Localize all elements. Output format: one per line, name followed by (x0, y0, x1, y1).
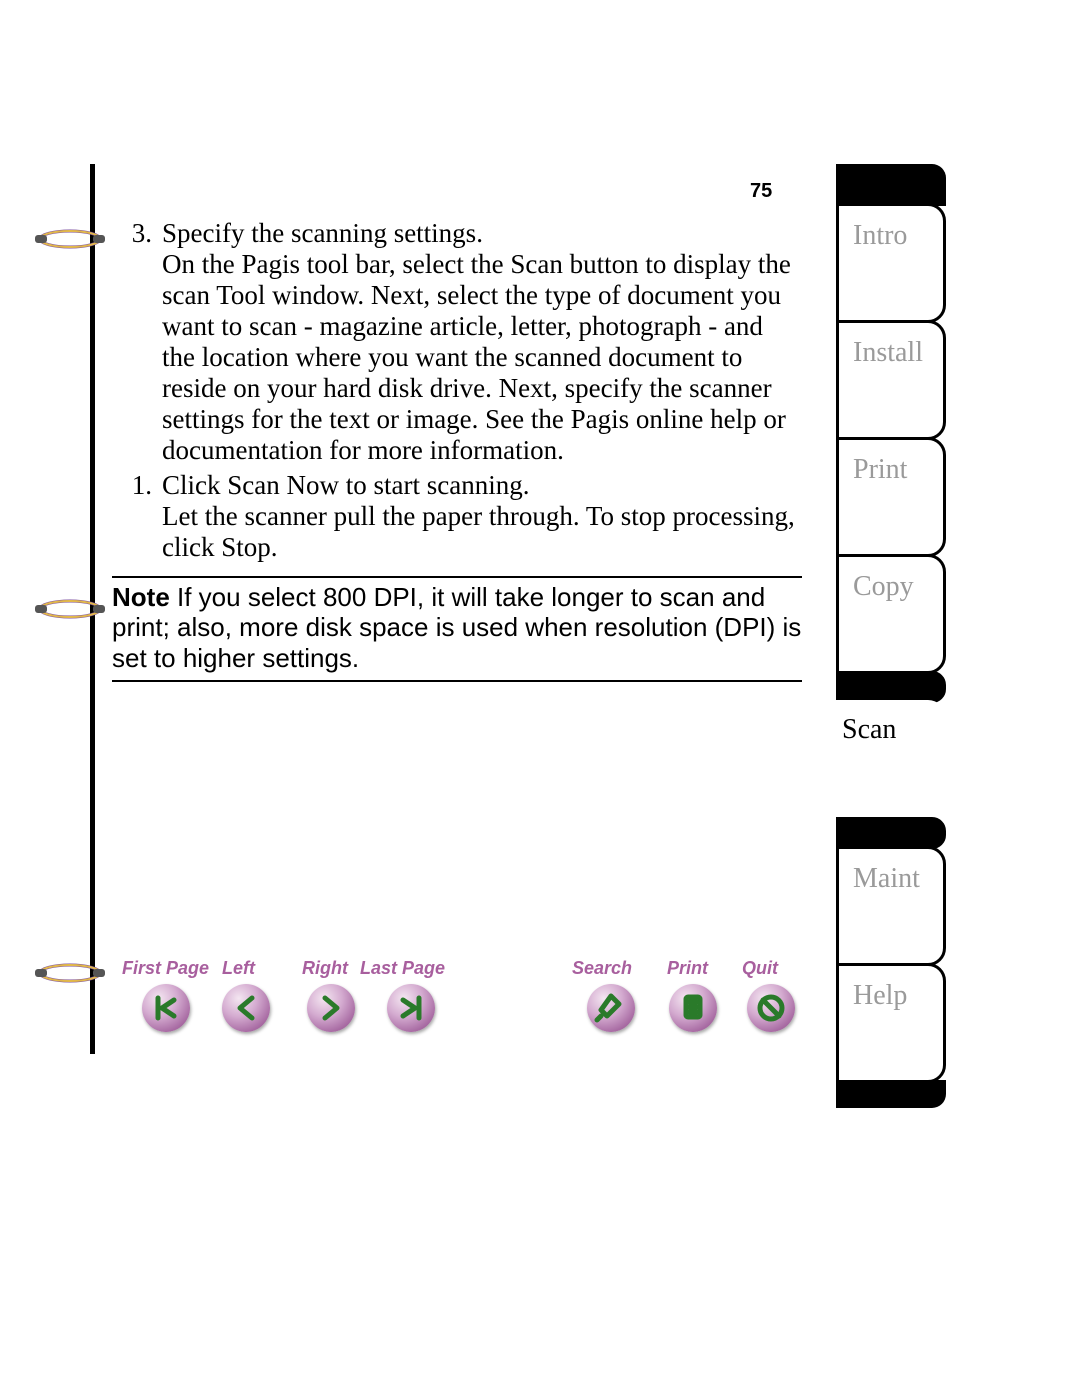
tab-label: Scan (842, 714, 896, 745)
tab-label: Help (853, 980, 907, 1011)
tab-label: Copy (853, 571, 914, 602)
item-lead: Click Scan Now to start scanning. (162, 470, 529, 500)
tab-maint[interactable]: Maint (836, 846, 946, 966)
item-text: Click Scan Now to start scanning. Let th… (162, 470, 802, 563)
manual-page: 75 3. Specify the scanning settings. On … (0, 0, 1080, 1397)
body-text: 3. Specify the scanning settings. On the… (112, 218, 802, 682)
item-body: On the Pagis tool bar, select the Scan b… (162, 249, 791, 465)
tab-copy[interactable]: Copy (836, 554, 946, 674)
note-block: Note If you select 800 DPI, it will take… (112, 576, 802, 682)
print-button[interactable] (669, 984, 717, 1032)
list-item: 1. Click Scan Now to start scanning. Let… (112, 470, 802, 563)
tabs-divider (836, 671, 946, 703)
tab-label: Intro (853, 220, 907, 251)
nav-label-left: Left (222, 958, 255, 979)
nav-label-quit: Quit (742, 958, 778, 979)
tab-label: Install (853, 337, 923, 368)
quit-button[interactable] (747, 984, 795, 1032)
prev-page-button[interactable] (222, 984, 270, 1032)
tab-help[interactable]: Help (836, 963, 946, 1083)
section-tabs: Intro Install Print Copy Scan Maint Help (836, 164, 946, 1108)
binder-ring (35, 228, 105, 250)
tabs-botcap (836, 1080, 946, 1108)
first-page-button[interactable] (142, 984, 190, 1032)
list-item: 3. Specify the scanning settings. On the… (112, 218, 802, 466)
item-body: Let the scanner pull the paper through. … (162, 501, 795, 562)
tabs-divider (836, 817, 946, 849)
tabs-topcap (836, 164, 946, 206)
item-text: Specify the scanning settings. On the Pa… (162, 218, 802, 466)
note-label: Note (112, 582, 170, 612)
binder-ring (35, 962, 105, 984)
nav-label-first: First Page (122, 958, 209, 979)
tab-print[interactable]: Print (836, 437, 946, 557)
page-number: 75 (750, 180, 772, 203)
tab-label: Print (853, 454, 907, 485)
note-text: If you select 800 DPI, it will take long… (112, 582, 801, 673)
item-number: 1. (112, 470, 162, 563)
last-page-button[interactable] (387, 984, 435, 1032)
tab-scan[interactable]: Scan (828, 700, 946, 820)
search-button[interactable] (587, 984, 635, 1032)
nav-label-last: Last Page (360, 958, 445, 979)
item-number: 3. (112, 218, 162, 466)
tab-intro[interactable]: Intro (836, 203, 946, 323)
nav-label-search: Search (572, 958, 632, 979)
nav-label-right: Right (302, 958, 348, 979)
tab-label: Maint (853, 863, 920, 894)
nav-label-print: Print (667, 958, 708, 979)
binder-ring (35, 598, 105, 620)
next-page-button[interactable] (307, 984, 355, 1032)
item-lead: Specify the scanning settings. (162, 218, 483, 248)
tab-install[interactable]: Install (836, 320, 946, 440)
